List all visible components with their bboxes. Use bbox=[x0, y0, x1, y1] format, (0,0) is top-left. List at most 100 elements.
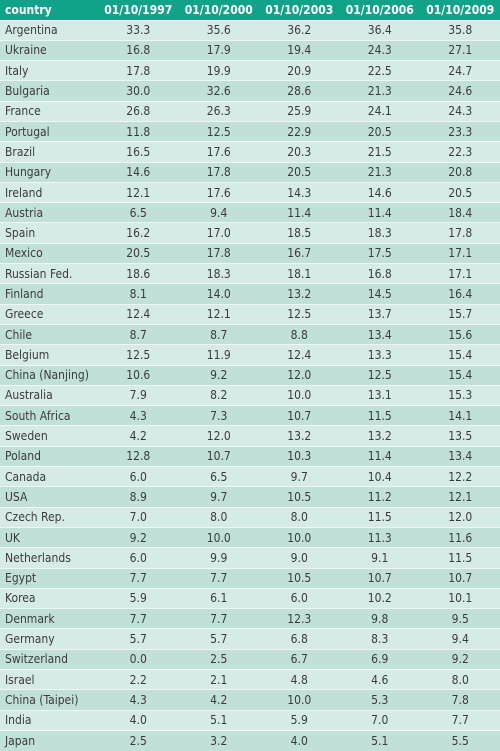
value-cell: 20.5 bbox=[259, 161, 340, 183]
value-cell: 11.4 bbox=[259, 202, 340, 223]
value-cell: 9.5 bbox=[420, 608, 500, 629]
value-cell: 9.1 bbox=[339, 547, 420, 569]
country-cell: China (Taipei) bbox=[0, 689, 98, 711]
value-cell: 11.3 bbox=[339, 526, 420, 548]
value-cell: 0.0 bbox=[98, 648, 179, 670]
value-cell: 6.0 bbox=[259, 587, 340, 609]
value-cell: 7.3 bbox=[178, 405, 259, 426]
value-cell: 10.2 bbox=[339, 587, 420, 609]
value-cell: 11.5 bbox=[420, 547, 500, 569]
value-cell: 13.4 bbox=[339, 323, 420, 345]
country-cell: UK bbox=[0, 526, 98, 548]
value-cell: 12.0 bbox=[178, 425, 259, 447]
value-cell: 16.8 bbox=[98, 39, 179, 61]
value-cell: 11.4 bbox=[339, 202, 420, 223]
country-cell: Chile bbox=[0, 323, 98, 345]
table-row: Netherlands 6.0 9.9 9.0 9.1 11.5 bbox=[0, 547, 500, 569]
value-cell: 36.2 bbox=[259, 19, 340, 41]
column-header-date: 01/10/2003 bbox=[265, 2, 334, 17]
table-row: Canada 6.0 6.5 9.7 10.4 12.2 bbox=[0, 466, 500, 487]
value-cell: 2.1 bbox=[178, 668, 259, 690]
table-row: Greece 12.4 12.1 12.5 13.7 15.7 bbox=[0, 303, 500, 325]
value-cell: 4.3 bbox=[98, 689, 179, 711]
value-cell: 12.5 bbox=[259, 303, 340, 325]
table-row: Poland 12.8 10.7 10.3 11.4 13.4 bbox=[0, 445, 500, 467]
value-cell: 17.8 bbox=[178, 242, 259, 264]
value-cell: 26.8 bbox=[98, 100, 179, 122]
value-cell: 21.3 bbox=[339, 80, 420, 102]
value-cell: 4.0 bbox=[98, 709, 179, 731]
value-cell: 10.7 bbox=[339, 567, 420, 589]
value-cell: 12.2 bbox=[420, 466, 500, 487]
table-row: Ukraine 16.8 17.9 19.4 24.3 27.1 bbox=[0, 39, 500, 61]
value-cell: 36.4 bbox=[339, 19, 420, 41]
value-cell: 30.0 bbox=[98, 80, 179, 102]
value-cell: 20.5 bbox=[420, 181, 500, 203]
column-header-date: 01/10/2000 bbox=[184, 2, 253, 17]
value-cell: 7.7 bbox=[178, 567, 259, 589]
country-cell: Bulgaria bbox=[0, 80, 98, 102]
table-row: Austria 6.5 9.4 11.4 11.4 18.4 bbox=[0, 202, 500, 223]
value-cell: 9.4 bbox=[420, 628, 500, 650]
country-cell: Egypt bbox=[0, 567, 98, 589]
value-cell: 12.1 bbox=[98, 181, 179, 203]
country-cell: Austria bbox=[0, 202, 98, 223]
value-cell: 24.7 bbox=[420, 60, 500, 81]
country-cell: China (Nanjing) bbox=[0, 364, 98, 386]
value-cell: 7.8 bbox=[420, 689, 500, 711]
value-cell: 11.8 bbox=[98, 120, 179, 142]
value-cell: 8.9 bbox=[98, 486, 179, 508]
table-row: Australia 7.9 8.2 10.0 13.1 15.3 bbox=[0, 384, 500, 406]
country-cell: Mexico bbox=[0, 242, 98, 264]
value-cell: 16.4 bbox=[420, 283, 500, 305]
value-cell: 17.9 bbox=[178, 39, 259, 61]
value-cell: 11.9 bbox=[178, 344, 259, 366]
table-row: Mexico 20.5 17.8 16.7 17.5 17.1 bbox=[0, 242, 500, 264]
value-cell: 14.6 bbox=[98, 161, 179, 183]
table-row: Argentina 33.3 35.6 36.2 36.4 35.8 bbox=[0, 19, 500, 41]
value-cell: 7.0 bbox=[339, 709, 420, 731]
table-row: Denmark 7.7 7.7 12.3 9.8 9.5 bbox=[0, 608, 500, 629]
table-row: Israel 2.2 2.1 4.8 4.6 8.0 bbox=[0, 668, 500, 690]
value-cell: 14.0 bbox=[178, 283, 259, 305]
country-cell: Netherlands bbox=[0, 547, 98, 569]
value-cell: 12.4 bbox=[259, 344, 340, 366]
value-cell: 17.0 bbox=[178, 222, 259, 244]
value-cell: 4.6 bbox=[339, 668, 420, 690]
value-cell: 18.1 bbox=[259, 263, 340, 284]
value-cell: 8.0 bbox=[420, 668, 500, 690]
value-cell: 15.7 bbox=[420, 303, 500, 325]
value-cell: 7.7 bbox=[98, 567, 179, 589]
country-cell: Portugal bbox=[0, 120, 98, 142]
country-cell: Korea bbox=[0, 587, 98, 609]
column-header-date: 01/10/2006 bbox=[345, 2, 414, 17]
value-cell: 3.2 bbox=[178, 729, 259, 751]
value-cell: 14.6 bbox=[339, 181, 420, 203]
value-cell: 6.0 bbox=[98, 547, 179, 569]
value-cell: 20.9 bbox=[259, 60, 340, 81]
value-cell: 8.7 bbox=[178, 323, 259, 345]
value-cell: 35.8 bbox=[420, 19, 500, 41]
value-cell: 5.3 bbox=[339, 689, 420, 711]
country-cell: Australia bbox=[0, 384, 98, 406]
value-cell: 9.8 bbox=[339, 608, 420, 629]
value-cell: 5.5 bbox=[420, 729, 500, 751]
value-cell: 9.2 bbox=[420, 648, 500, 670]
value-cell: 27.1 bbox=[420, 39, 500, 61]
value-cell: 5.9 bbox=[98, 587, 179, 609]
value-cell: 15.3 bbox=[420, 384, 500, 406]
country-cell: Hungary bbox=[0, 161, 98, 183]
value-cell: 9.7 bbox=[178, 486, 259, 508]
value-cell: 6.5 bbox=[98, 202, 179, 223]
value-cell: 10.1 bbox=[420, 587, 500, 609]
value-cell: 21.5 bbox=[339, 141, 420, 163]
table-row: Russian Fed. 18.6 18.3 18.1 16.8 17.1 bbox=[0, 263, 500, 284]
table-row: Egypt 7.7 7.7 10.5 10.7 10.7 bbox=[0, 567, 500, 589]
country-cell: Italy bbox=[0, 60, 98, 81]
value-cell: 4.2 bbox=[98, 425, 179, 447]
value-cell: 6.9 bbox=[339, 648, 420, 670]
table-row: India 4.0 5.1 5.9 7.0 7.7 bbox=[0, 709, 500, 731]
value-cell: 11.5 bbox=[339, 405, 420, 426]
table-row: Finland 8.1 14.0 13.2 14.5 16.4 bbox=[0, 283, 500, 305]
country-cell: Denmark bbox=[0, 608, 98, 629]
